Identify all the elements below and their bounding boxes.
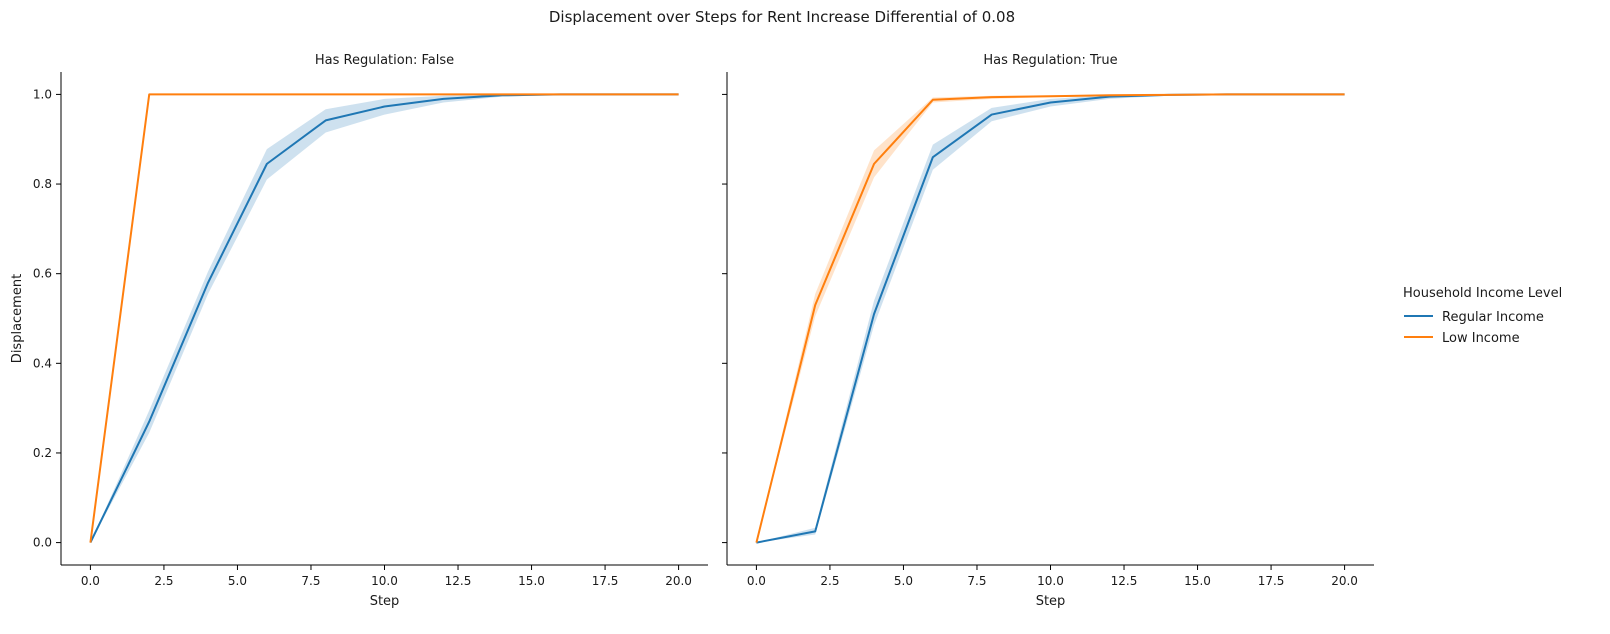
x-tick-label: 10.0 <box>371 574 398 588</box>
chart-title: Displacement over Steps for Rent Increas… <box>549 8 1015 26</box>
y-tick-label: 0.8 <box>33 177 52 191</box>
x-tick-label: 15.0 <box>1184 574 1211 588</box>
x-tick-label: 20.0 <box>1331 574 1358 588</box>
panel-regulation-false: Has Regulation: False 0.0 2.5 5.0 7.5 10.0 12.… <box>10 53 708 609</box>
x-tick-label: 7.5 <box>967 574 986 588</box>
ci-band-regular-income <box>756 94 1345 543</box>
y-tick-label: 0.0 <box>33 536 52 550</box>
x-tick-label: 17.5 <box>1258 574 1285 588</box>
x-tick-label: 2.5 <box>820 574 839 588</box>
x-tick-label: 2.5 <box>154 574 173 588</box>
y-tick-label: 0.6 <box>33 267 52 281</box>
x-tick-label: 12.5 <box>445 574 472 588</box>
ci-band-regular-income <box>90 94 679 543</box>
x-tick-label: 15.0 <box>518 574 545 588</box>
panel-title: Has Regulation: False <box>315 53 454 68</box>
legend-label-regular-income: Regular Income <box>1442 310 1544 325</box>
y-tick-label: 0.4 <box>33 356 52 370</box>
x-tick-label: 7.5 <box>301 574 320 588</box>
panel-title: Has Regulation: True <box>983 53 1117 68</box>
x-tick-label: 5.0 <box>894 574 913 588</box>
ci-band-low-income <box>756 94 1345 543</box>
y-tick-label: 1.0 <box>33 87 52 101</box>
legend-label-low-income: Low Income <box>1442 331 1520 346</box>
x-axis-label: Step <box>370 594 400 609</box>
series-line-regular-income <box>89 93 679 544</box>
y-tick-label: 0.2 <box>33 446 52 460</box>
x-tick-label: 20.0 <box>665 574 692 588</box>
x-tick-label: 0.0 <box>81 574 100 588</box>
legend-title: Household Income Level <box>1403 286 1562 301</box>
series-line-low-income <box>89 93 679 543</box>
x-tick-label: 10.0 <box>1037 574 1064 588</box>
x-tick-label: 17.5 <box>592 574 619 588</box>
x-tick-label: 5.0 <box>228 574 247 588</box>
x-axis-label: Step <box>1036 594 1066 609</box>
legend: Household Income Level Regular Income Lo… <box>1403 286 1562 346</box>
x-tick-label: 0.0 <box>747 574 766 588</box>
y-axis-label: Displacement <box>10 274 25 363</box>
series-line-low-income <box>755 93 1345 543</box>
panel-regulation-true: Has Regulation: True 0.0 2.5 5.0 7.5 10.0 12.5… <box>722 53 1374 609</box>
series-line-regular-income <box>756 93 1345 544</box>
ci-band-low-income <box>90 94 679 543</box>
x-tick-label: 12.5 <box>1111 574 1138 588</box>
